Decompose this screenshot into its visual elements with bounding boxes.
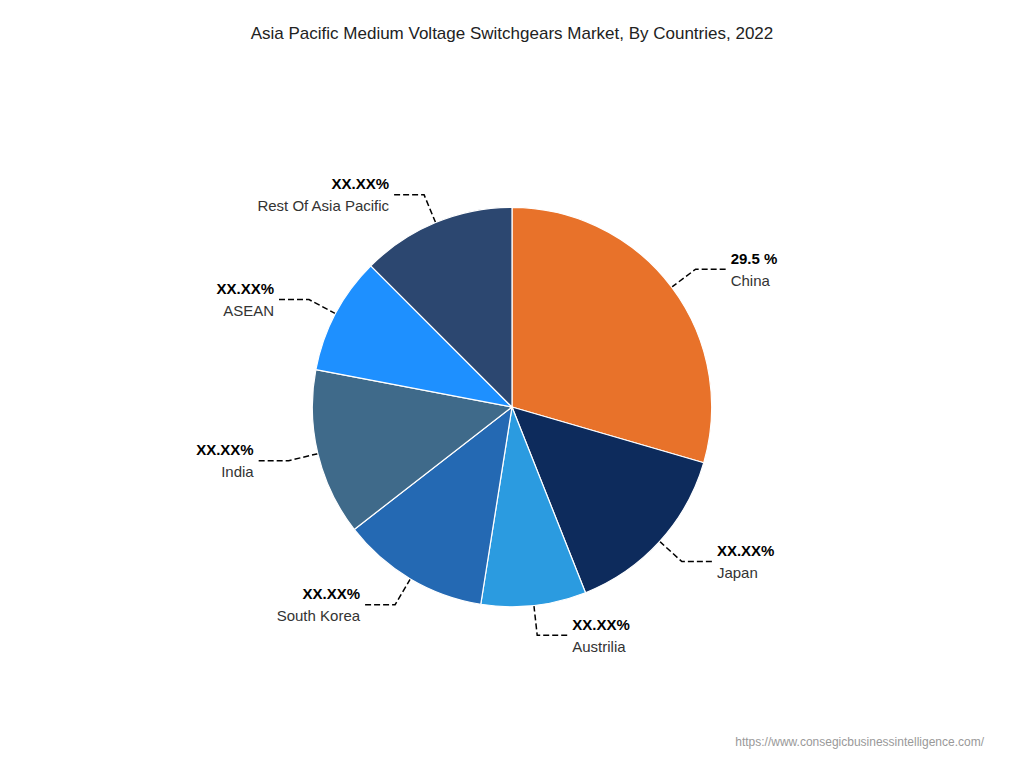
svg-text:XX.XX%: XX.XX%: [572, 616, 630, 633]
svg-text:Austrilia: Austrilia: [572, 638, 626, 655]
svg-text:ASEAN: ASEAN: [223, 302, 274, 319]
svg-text:Japan: Japan: [717, 564, 758, 581]
svg-text:XX.XX%: XX.XX%: [717, 542, 775, 559]
svg-text:Rest Of Asia Pacific: Rest Of Asia Pacific: [257, 197, 389, 214]
svg-text:https://www.consegicbusinessin: https://www.consegicbusinessintelligence…: [735, 735, 984, 749]
svg-text:XX.XX%: XX.XX%: [332, 175, 390, 192]
svg-text:China: China: [731, 272, 771, 289]
svg-text:India: India: [221, 463, 254, 480]
svg-text:29.5 %: 29.5 %: [731, 250, 778, 267]
svg-text:XX.XX%: XX.XX%: [303, 585, 361, 602]
svg-text:XX.XX%: XX.XX%: [216, 280, 274, 297]
svg-text:Asia Pacific Medium Voltage Sw: Asia Pacific Medium Voltage Switchgears …: [251, 24, 774, 43]
svg-text:XX.XX%: XX.XX%: [196, 441, 254, 458]
svg-text:South Korea: South Korea: [277, 607, 361, 624]
